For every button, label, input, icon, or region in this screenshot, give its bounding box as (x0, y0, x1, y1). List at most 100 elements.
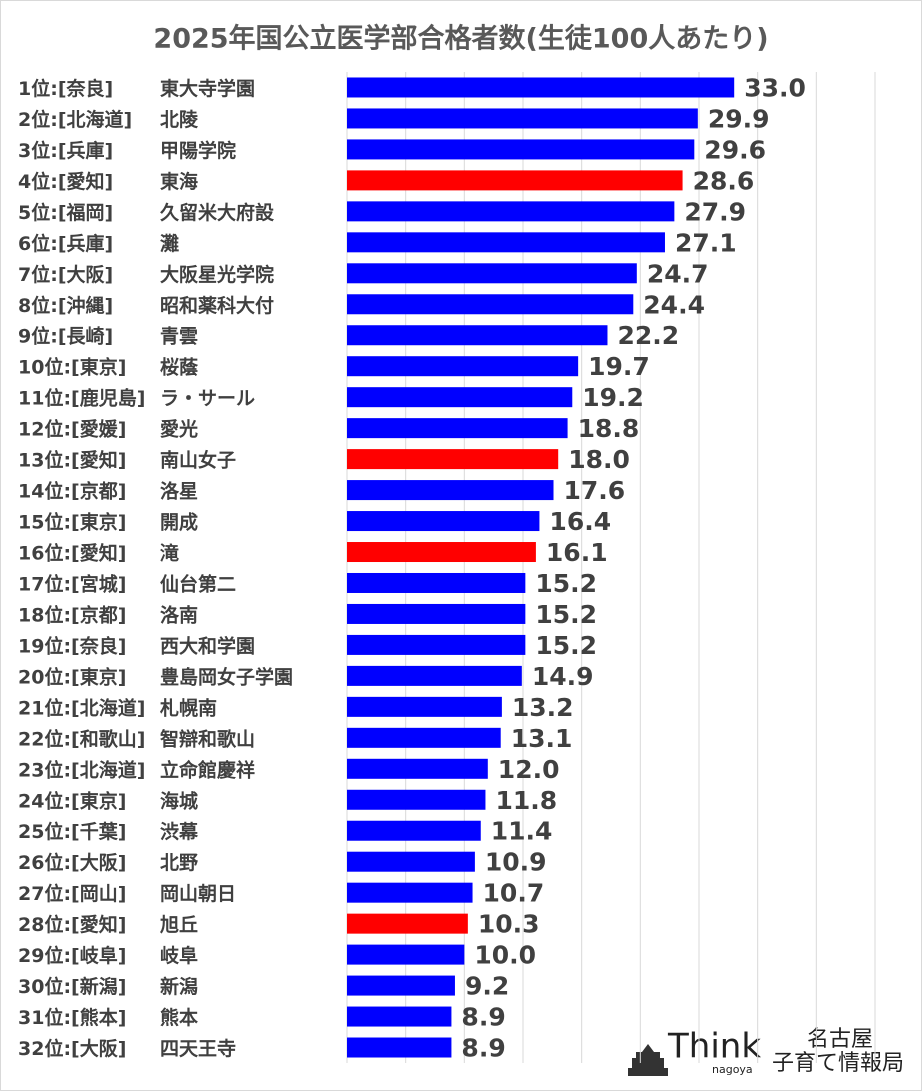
value-label: 29.9 (708, 104, 770, 133)
bar (347, 294, 634, 315)
rank-label: 21位:[北海道] (18, 696, 145, 719)
category-label: 智辯和歌山 (160, 727, 255, 750)
bar (347, 603, 526, 624)
bar (347, 542, 536, 563)
rank-label: 2位:[北海道] (18, 108, 132, 131)
rank-label: 30位:[新潟] (18, 975, 126, 998)
bar (347, 665, 522, 686)
rank-label: 29位:[岐阜] (18, 944, 126, 967)
rank-label: 4位:[愛知] (18, 170, 113, 193)
bar (347, 170, 683, 191)
category-label: 札幌南 (159, 696, 217, 719)
rank-label: 11位:[鹿児島] (18, 387, 145, 410)
value-label: 33.0 (744, 73, 806, 102)
bar (347, 511, 540, 532)
bar (347, 201, 675, 222)
bar (347, 944, 465, 965)
bar (347, 449, 559, 470)
rank-label: 24位:[東京] (18, 789, 126, 812)
rank-label: 7位:[大阪] (18, 263, 113, 286)
category-label: 東大寺学園 (160, 77, 255, 100)
category-label: 海城 (160, 789, 198, 812)
value-label: 27.9 (684, 197, 746, 226)
category-label: 青雲 (160, 326, 198, 348)
rank-label: 14位:[京都] (18, 480, 126, 503)
bar (347, 387, 573, 408)
rank-label: 27位:[岡山] (18, 882, 126, 905)
category-label: 東海 (160, 170, 198, 193)
bar (347, 572, 526, 593)
bar (347, 1037, 452, 1058)
bar (347, 480, 554, 501)
value-label: 10.9 (485, 848, 547, 877)
value-label: 8.9 (461, 1003, 505, 1032)
bar (347, 418, 568, 439)
value-label: 11.4 (491, 817, 553, 846)
bar (347, 975, 455, 996)
bar (347, 851, 475, 872)
value-label: 9.2 (465, 972, 509, 1001)
value-label: 10.7 (483, 879, 545, 908)
value-label: 17.6 (564, 476, 626, 505)
value-label: 22.2 (617, 321, 679, 350)
value-label: 13.2 (512, 693, 574, 722)
rank-label: 5位:[福岡] (18, 201, 113, 224)
logo: Think nagoya 名古屋 子育て情報局 (628, 1027, 904, 1076)
bar (347, 1006, 452, 1027)
rank-label: 6位:[兵庫] (18, 232, 113, 255)
bar (347, 634, 526, 655)
bar (347, 77, 735, 98)
logo-sub: nagoya (712, 1063, 753, 1076)
value-label: 12.0 (498, 755, 560, 784)
category-label: 渋幕 (160, 820, 199, 843)
value-label: 18.8 (578, 414, 640, 443)
category-label: 開成 (160, 511, 198, 534)
rank-label: 19位:[奈良] (18, 634, 126, 657)
rank-label: 26位:[大阪] (18, 851, 126, 874)
bar (347, 232, 665, 253)
rank-label: 28位:[愛知] (18, 913, 126, 936)
rank-label: 16位:[愛知] (18, 542, 126, 565)
bar (347, 356, 579, 377)
value-label: 24.7 (647, 259, 709, 288)
category-label: 昭和薬科大付 (160, 294, 274, 317)
rank-label: 17位:[宮城] (18, 572, 126, 595)
category-label: 仙台第二 (160, 572, 236, 595)
category-label: 久留米大府設 (160, 201, 275, 224)
category-label: 四天王寺 (160, 1038, 236, 1060)
bar (347, 820, 481, 841)
value-label: 28.6 (693, 166, 755, 195)
rank-label: 32位:[大阪] (18, 1037, 126, 1060)
bar (347, 325, 608, 346)
logo-line2: 子育て情報局 (772, 1051, 904, 1076)
rank-label: 25位:[千葉] (18, 820, 126, 843)
value-label: 13.1 (511, 724, 573, 753)
bar (347, 139, 695, 160)
category-label: 熊本 (160, 1006, 198, 1029)
rank-label: 18位:[京都] (18, 603, 126, 626)
value-label: 16.4 (549, 507, 611, 536)
category-label: 岐阜 (160, 944, 198, 967)
rank-label: 20位:[東京] (18, 665, 126, 688)
rank-label: 15位:[東京] (18, 511, 126, 534)
value-label: 8.9 (461, 1034, 505, 1063)
value-label: 15.2 (535, 569, 597, 598)
category-label: 豊島岡女子学園 (160, 665, 293, 688)
category-label: 岡山朝日 (160, 883, 236, 905)
logo-icon (628, 1044, 668, 1076)
logo-brand: Think (667, 1027, 761, 1067)
bar (347, 727, 501, 748)
category-label: ラ・サール (160, 388, 255, 410)
value-label: 19.2 (582, 383, 644, 412)
category-label: 甲陽学院 (160, 139, 236, 162)
category-label: 西大和学園 (160, 634, 255, 657)
category-label: 大阪星光学院 (160, 263, 274, 286)
bar (347, 913, 468, 934)
logo-line1: 名古屋 (807, 1027, 873, 1052)
rank-label: 22位:[和歌山] (18, 727, 145, 750)
bar (347, 696, 502, 717)
bar (347, 758, 488, 779)
category-label: 立命館慶祥 (160, 758, 255, 781)
rank-label: 31位:[熊本] (18, 1006, 126, 1029)
